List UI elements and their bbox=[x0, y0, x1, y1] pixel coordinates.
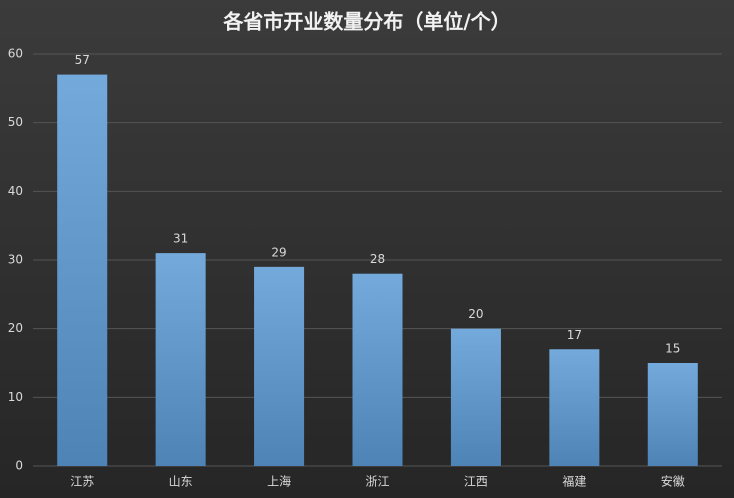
x-tick-label: 江西 bbox=[464, 475, 488, 489]
y-tick-label: 50 bbox=[8, 115, 23, 129]
value-label: 17 bbox=[567, 328, 582, 342]
x-tick-label: 山东 bbox=[169, 475, 193, 489]
x-tick-label: 安徽 bbox=[661, 474, 685, 489]
x-tick-label: 上海 bbox=[267, 474, 291, 489]
bar-shade bbox=[155, 253, 206, 466]
x-tick-label: 江苏 bbox=[70, 475, 94, 489]
bar-shade bbox=[647, 363, 698, 466]
value-label: 15 bbox=[665, 342, 680, 356]
bar-shade bbox=[57, 74, 108, 466]
bar-shade bbox=[450, 328, 501, 466]
y-tick-label: 40 bbox=[8, 184, 23, 198]
bar-shade bbox=[352, 273, 403, 466]
y-tick-label: 60 bbox=[8, 47, 23, 61]
value-label: 28 bbox=[370, 252, 385, 266]
bar-shade bbox=[254, 266, 305, 466]
value-label: 31 bbox=[173, 232, 188, 246]
bar-shade bbox=[549, 349, 600, 466]
x-tick-label: 福建 bbox=[562, 474, 586, 489]
y-tick-label: 0 bbox=[15, 459, 23, 473]
value-label: 29 bbox=[271, 245, 286, 259]
y-tick-label: 10 bbox=[8, 390, 23, 404]
x-tick-label: 浙江 bbox=[365, 475, 389, 489]
y-tick-label: 20 bbox=[8, 321, 23, 335]
value-label: 20 bbox=[468, 307, 483, 321]
value-label: 57 bbox=[75, 53, 90, 67]
chart-title: 各省市开业数量分布（单位/个） bbox=[222, 10, 510, 34]
y-tick-label: 30 bbox=[8, 253, 23, 267]
